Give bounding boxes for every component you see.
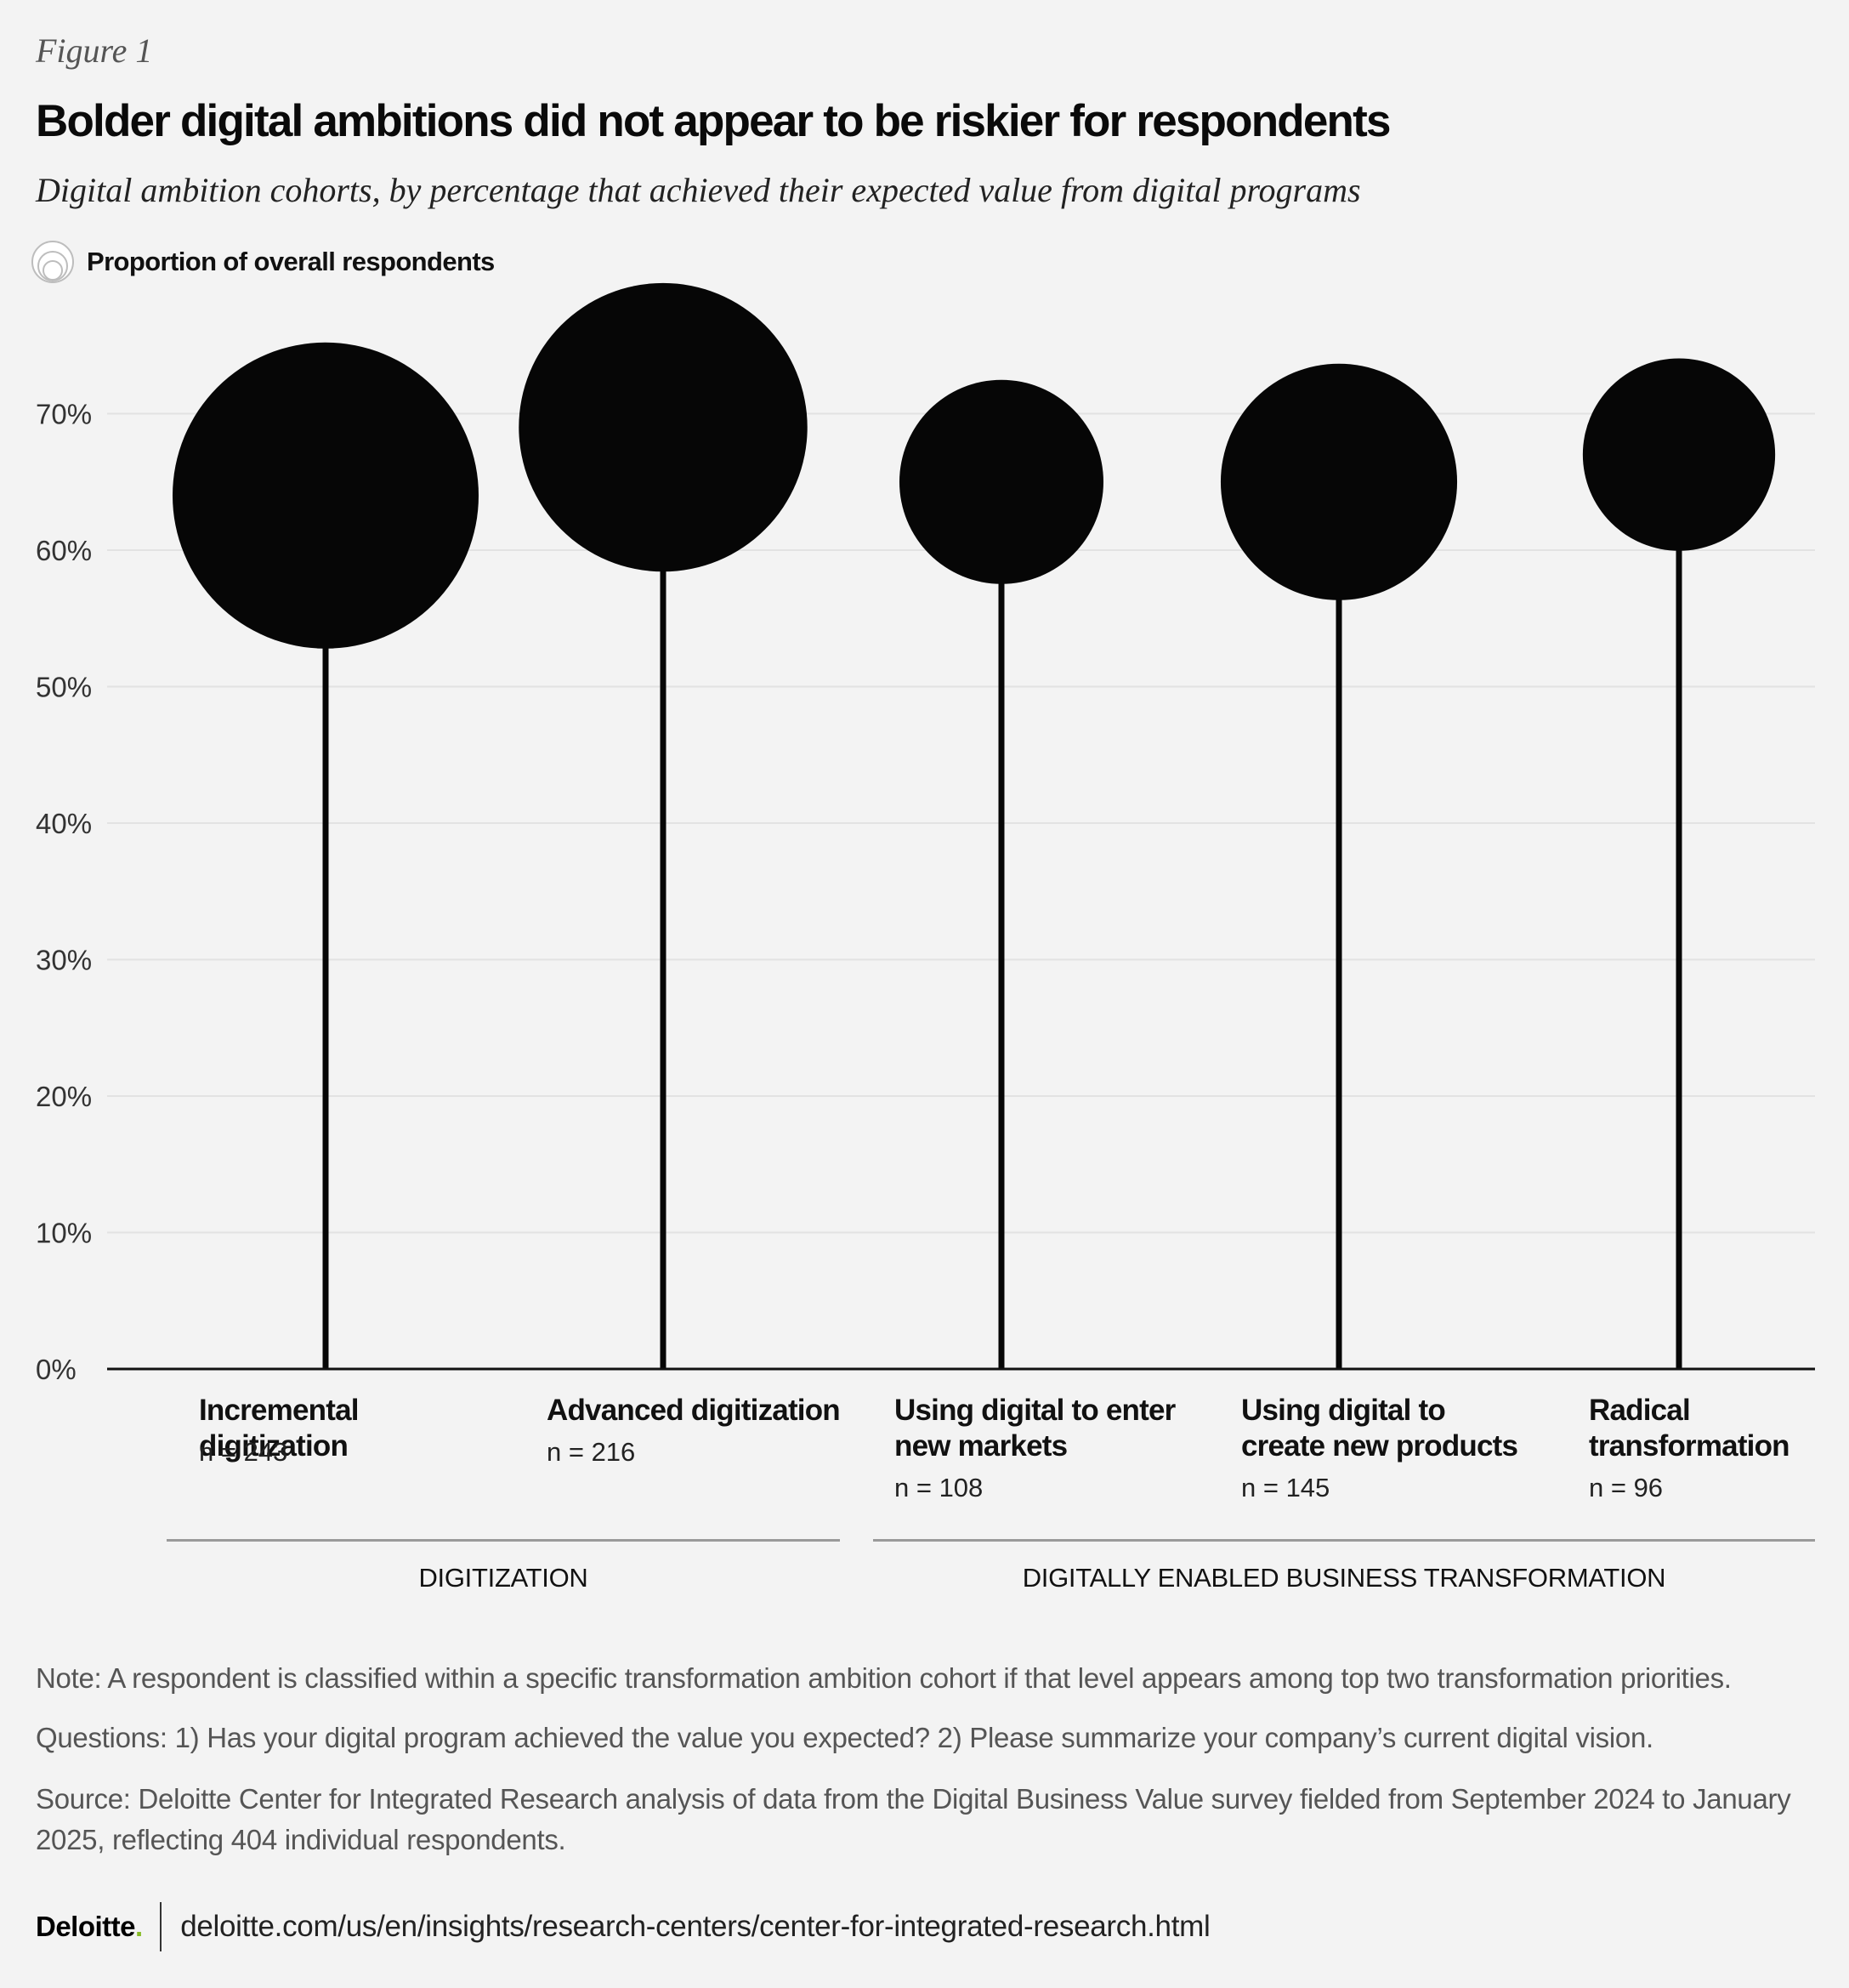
questions-text: Questions: 1) Has your digital program a…	[36, 1722, 1653, 1753]
size-legend: Proportion of overall respondents	[29, 238, 495, 286]
source-text: Source: Deloitte Center for Integrated R…	[36, 1783, 1791, 1855]
n-label-advanced: n = 216	[547, 1437, 636, 1467]
category-label-new-markets: Using digital to enter new markets	[894, 1394, 1176, 1463]
group-label-digitization: DIGITIZATION	[418, 1563, 588, 1593]
footer: Deloitte. deloitte.com/us/en/insights/re…	[36, 1901, 1211, 1952]
n-label-new-markets: n = 108	[894, 1473, 984, 1502]
nested-circles-icon	[31, 241, 74, 283]
category-label-incremental: Incremental digitization	[199, 1394, 359, 1463]
y-tick-label: 60%	[36, 535, 92, 566]
category-label-new-products: Using digital to create new products	[1241, 1394, 1518, 1463]
figure-label: Figure 1	[36, 31, 153, 70]
data-bubble	[1582, 358, 1776, 551]
y-tick-label: 50%	[36, 672, 92, 703]
group-label-transformation: DIGITALLY ENABLED BUSINESS TRANSFORMATIO…	[1022, 1563, 1666, 1593]
n-label-radical: n = 96	[1589, 1473, 1664, 1502]
category-label-advanced: Advanced digitization	[547, 1394, 841, 1427]
deloitte-logo-dot: .	[135, 1911, 144, 1942]
data-bubble	[1220, 363, 1458, 600]
category-label-radical: Radical transformation	[1589, 1394, 1790, 1463]
note-text: Note: A respondent is classified within …	[36, 1662, 1732, 1694]
legend-label: Proportion of overall respondents	[87, 247, 495, 276]
data-bubble	[899, 379, 1103, 584]
deloitte-logo: Deloitte	[36, 1911, 136, 1942]
n-label-new-products: n = 145	[1241, 1473, 1330, 1502]
chart-subtitle: Digital ambition cohorts, by percentage …	[36, 171, 1361, 209]
lollipop-chart: 0% 10% 20% 30% 40% 50% 60% 70%	[36, 282, 1815, 1385]
group-line-digitization	[167, 1539, 840, 1542]
footer-divider	[160, 1902, 162, 1951]
y-tick-label: 0%	[36, 1354, 77, 1385]
y-tick-label: 20%	[36, 1081, 92, 1112]
source-url-link[interactable]: deloitte.com/us/en/insights/research-cen…	[180, 1910, 1211, 1943]
group-line-transformation	[873, 1539, 1815, 1542]
data-bubble	[173, 342, 479, 649]
chart-title: Bolder digital ambitions did not appear …	[36, 96, 1391, 146]
y-tick-label: 10%	[36, 1218, 92, 1249]
y-tick-label: 30%	[36, 945, 92, 976]
n-label-incremental: n = 243	[199, 1437, 288, 1467]
y-tick-label: 40%	[36, 808, 92, 839]
data-bubble	[519, 282, 808, 572]
y-tick-label: 70%	[36, 399, 92, 430]
